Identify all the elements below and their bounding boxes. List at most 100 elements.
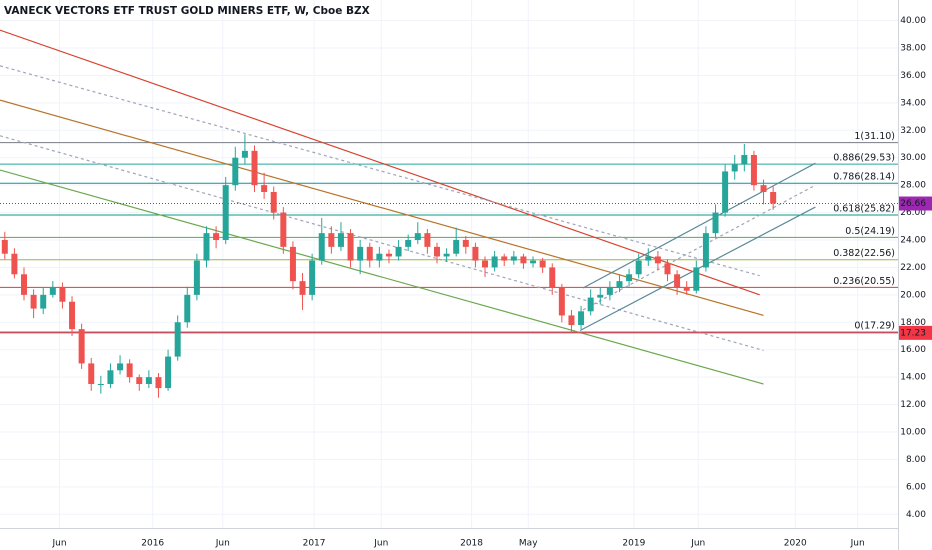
y-tick-label: 30.00	[900, 153, 926, 163]
trend-line	[0, 65, 760, 277]
candle-body	[770, 192, 777, 204]
trend-line	[0, 29, 760, 296]
x-tick-label: 2016	[141, 539, 164, 549]
candle-body	[530, 260, 537, 264]
candle-body	[760, 185, 767, 192]
candle-body	[414, 233, 421, 240]
candle-body	[712, 212, 719, 234]
candle-body	[722, 171, 729, 213]
candle-body	[424, 233, 431, 247]
y-tick-label: 6.00	[906, 482, 926, 492]
candle-body	[376, 253, 383, 261]
candle-body	[241, 150, 248, 158]
y-tick-label: 38.00	[900, 44, 926, 54]
candle-body	[174, 322, 181, 357]
chart-title: VANECK VECTORS ETF TRUST GOLD MINERS ETF…	[4, 5, 370, 17]
candle-body	[491, 256, 498, 268]
plot	[1, 134, 777, 398]
trend-line	[582, 184, 816, 311]
candle-body	[731, 164, 738, 172]
candle-body	[587, 297, 594, 312]
y-tick-label: 18.00	[900, 318, 926, 328]
fib-label: 1(31.10)	[854, 131, 895, 142]
candle-body	[626, 274, 633, 282]
candle-body	[78, 329, 85, 364]
fib-label: 0(17.29)	[854, 321, 895, 332]
candle-body	[117, 363, 124, 371]
fib-label: 0.236(20.55)	[833, 276, 895, 287]
candle-body	[11, 253, 18, 275]
fib-label: 0.618(25.82)	[833, 204, 895, 215]
candle-body	[366, 246, 373, 261]
candle-body	[136, 377, 143, 384]
candle-body	[482, 260, 489, 268]
candle-body	[702, 233, 709, 268]
candle-body	[155, 377, 162, 389]
candle-body	[40, 294, 47, 309]
y-tick-label: 4.00	[906, 510, 926, 520]
alert-tag	[899, 325, 932, 340]
x-tick-label: 2020	[784, 539, 807, 549]
candle-body	[453, 240, 460, 254]
candle-body	[270, 192, 277, 213]
candle-body	[145, 377, 152, 384]
x-tick-label: 2019	[622, 539, 645, 549]
candle-body	[741, 154, 748, 165]
candle-body	[69, 301, 76, 330]
y-tick-label: 14.00	[900, 373, 926, 383]
x-tick-label: Jun	[215, 539, 230, 549]
x-tick-label: Jun	[52, 539, 67, 549]
fib-label: 0.786(28.14)	[833, 172, 895, 183]
drawings: 1(31.10) 0.886(29.53) 0.786(28.14) 0.618(25…	[0, 29, 898, 385]
y-tick-label: 32.00	[900, 126, 926, 136]
candle-body	[49, 288, 56, 295]
y-tick-label: 8.00	[906, 455, 926, 465]
trend-line	[0, 169, 764, 385]
candle-body	[184, 294, 191, 323]
x-tick-label: May	[519, 539, 538, 549]
candle-body	[549, 267, 556, 288]
candle-body	[222, 185, 229, 240]
axes: 4.00 6.00 8.00 10.00 12.00 14.00 16.00 18.00 20.…	[52, 16, 932, 549]
candle-body	[606, 288, 613, 295]
last-price-tag	[899, 196, 932, 211]
candle-body	[261, 185, 268, 192]
candle-body	[405, 240, 412, 247]
x-tick-label: Jun	[850, 539, 865, 549]
candle-body	[1, 240, 8, 254]
candle-body	[683, 288, 690, 291]
trend-line	[0, 135, 764, 351]
y-tick-label: 22.00	[900, 263, 926, 273]
trend-line	[582, 162, 816, 289]
y-tick-label: 40.00	[900, 16, 926, 26]
candle-body	[645, 256, 652, 261]
fib-label: 0.5(24.19)	[845, 226, 895, 237]
candle-body	[107, 370, 114, 384]
candle-body	[213, 233, 220, 240]
candle-body	[318, 233, 325, 261]
candle-body	[443, 253, 450, 257]
candle-body	[750, 154, 757, 186]
candle-body	[289, 246, 296, 282]
candle-body	[357, 246, 364, 261]
candle-body	[309, 260, 316, 295]
fib-label: 0.382(22.56)	[833, 248, 895, 259]
candle-body	[635, 260, 642, 275]
y-tick-label: 16.00	[900, 345, 926, 355]
y-tick-label: 20.00	[900, 290, 926, 300]
candle-body	[193, 260, 200, 295]
candle-body	[385, 253, 392, 257]
candle-body	[664, 263, 671, 275]
x-tick-label: Jun	[690, 539, 705, 549]
candle-body	[30, 294, 37, 309]
trend-line	[0, 99, 764, 317]
x-tick-label: 2018	[460, 539, 483, 549]
candle-body	[165, 356, 172, 389]
y-tick-label: 28.00	[900, 181, 926, 191]
alert-label: 17.23	[900, 328, 926, 338]
y-tick-label: 36.00	[900, 71, 926, 81]
candle-body	[520, 256, 527, 264]
candle-body	[395, 246, 402, 257]
